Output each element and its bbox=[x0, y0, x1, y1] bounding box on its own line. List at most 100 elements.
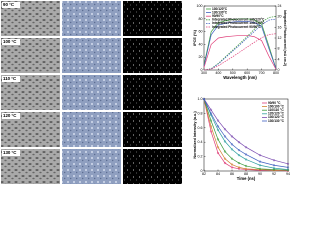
series-line bbox=[203, 35, 277, 70]
data-point bbox=[230, 163, 234, 166]
data-point bbox=[258, 160, 262, 163]
micrograph bbox=[62, 149, 121, 184]
data-point bbox=[244, 164, 248, 168]
data-point bbox=[223, 157, 227, 160]
data-point bbox=[209, 112, 213, 115]
y-tick-label: 0.2 bbox=[198, 155, 203, 159]
data-point bbox=[244, 153, 248, 156]
y-tick-label: 0 bbox=[201, 169, 203, 173]
legend-label: Integrated Photocurrent 130/120°C bbox=[212, 18, 265, 22]
y2-tick-label: 4 bbox=[278, 57, 280, 61]
data-point bbox=[258, 154, 262, 157]
x-tick-label: 88 bbox=[244, 172, 248, 176]
data-point bbox=[272, 167, 276, 170]
y-axis-label: IPCE (%) bbox=[193, 29, 197, 46]
data-point bbox=[244, 146, 248, 149]
micrograph bbox=[123, 38, 182, 73]
series-line bbox=[203, 98, 289, 165]
data-point bbox=[230, 166, 234, 169]
row-label: 90 °C bbox=[3, 2, 15, 7]
data-point bbox=[223, 135, 227, 138]
series-line bbox=[203, 21, 277, 69]
legend-label: Integrated Photocurrent 130/130°C bbox=[212, 21, 265, 25]
x-axis-label: Time (ns) bbox=[237, 176, 256, 181]
series-line bbox=[203, 33, 277, 71]
image-grid: 90 °C 100 °C 110 °C 120 °C 130 °C bbox=[1, 1, 182, 184]
y-tick-label: 60 bbox=[199, 30, 203, 34]
y-tick-label: 100 bbox=[197, 4, 203, 8]
y2-tick-label: 8 bbox=[278, 47, 280, 51]
x-axis-label: Wavelength (nm) bbox=[223, 75, 257, 80]
data-point bbox=[216, 125, 220, 128]
legend-label: 100/100 °C bbox=[268, 104, 285, 108]
series-line bbox=[203, 98, 289, 172]
label-bg bbox=[2, 150, 20, 156]
row-label: 130 °C bbox=[3, 150, 17, 155]
data-point bbox=[223, 161, 227, 165]
data-point bbox=[272, 164, 276, 167]
label-bg bbox=[2, 76, 20, 82]
data-point bbox=[286, 168, 290, 171]
y-tick-label: 0 bbox=[201, 68, 203, 72]
x-tick-label: 90 bbox=[258, 172, 262, 176]
data-point bbox=[237, 166, 241, 169]
y2-tick-label: 20 bbox=[278, 15, 282, 19]
data-point bbox=[209, 125, 213, 128]
legend-label: 120/120 °C bbox=[268, 112, 285, 116]
x-tick-label: 500 bbox=[230, 71, 236, 75]
data-point bbox=[202, 97, 206, 101]
data-point bbox=[258, 164, 262, 167]
y2-axis-label: Integrated Photocurrent (mA cm-2) bbox=[283, 10, 287, 66]
row-label: 110 °C bbox=[3, 76, 17, 81]
series-line bbox=[203, 98, 289, 170]
data-point bbox=[230, 135, 234, 138]
data-point bbox=[237, 149, 241, 152]
legend-label: Integrated Photocurrent 90/90°C bbox=[212, 25, 261, 29]
series-line bbox=[203, 98, 289, 168]
x-tick-label: 300 bbox=[201, 71, 207, 75]
charts: 300 400 500 600 700 8000204060801000481216202… bbox=[193, 4, 290, 181]
data-point bbox=[216, 146, 220, 149]
data-point bbox=[237, 154, 241, 157]
data-point bbox=[230, 157, 234, 160]
y-tick-label: 20 bbox=[199, 55, 203, 59]
micrograph bbox=[123, 112, 182, 147]
x-tick-label: 82 bbox=[202, 172, 206, 176]
legend-label: 130/130°C bbox=[212, 10, 228, 14]
data-point bbox=[258, 167, 262, 170]
data-point bbox=[272, 159, 276, 162]
x-tick-label: 94 bbox=[286, 172, 290, 176]
legend-label: 130/130 °C bbox=[268, 119, 285, 123]
legend-label: 110/110 °C bbox=[268, 108, 284, 112]
data-point bbox=[237, 161, 241, 165]
label-bg bbox=[2, 2, 20, 8]
data-point bbox=[237, 167, 241, 170]
data-point bbox=[209, 130, 213, 133]
legend-label: 90/90 °C bbox=[268, 101, 281, 105]
data-point bbox=[223, 140, 227, 143]
data-point bbox=[209, 108, 213, 111]
series-line bbox=[203, 18, 277, 71]
data-point bbox=[223, 128, 227, 131]
x-tick-label: 92 bbox=[272, 172, 276, 176]
y-tick-label: 0.6 bbox=[198, 126, 203, 130]
data-point bbox=[237, 141, 241, 144]
y2-tick-label: 12 bbox=[278, 36, 282, 40]
legend-label: 130/120°C bbox=[212, 7, 228, 11]
data-point bbox=[286, 162, 290, 165]
y-tick-label: 1.0 bbox=[198, 97, 203, 101]
row-label: 100 °C bbox=[3, 39, 17, 44]
legend-label: 130/120 °C bbox=[268, 115, 285, 119]
micrograph bbox=[62, 38, 121, 73]
label-bg bbox=[2, 39, 20, 45]
label-bg bbox=[2, 113, 20, 119]
x-tick-label: 86 bbox=[230, 172, 234, 176]
data-point bbox=[216, 128, 220, 132]
legend-label: 90/90°C bbox=[212, 14, 224, 18]
series-line bbox=[203, 98, 288, 171]
y-tick-label: 40 bbox=[199, 42, 203, 46]
y-axis-label: Normalized Intensity (a.u.) bbox=[193, 111, 197, 159]
micrograph bbox=[62, 1, 121, 36]
micrograph bbox=[62, 112, 121, 147]
